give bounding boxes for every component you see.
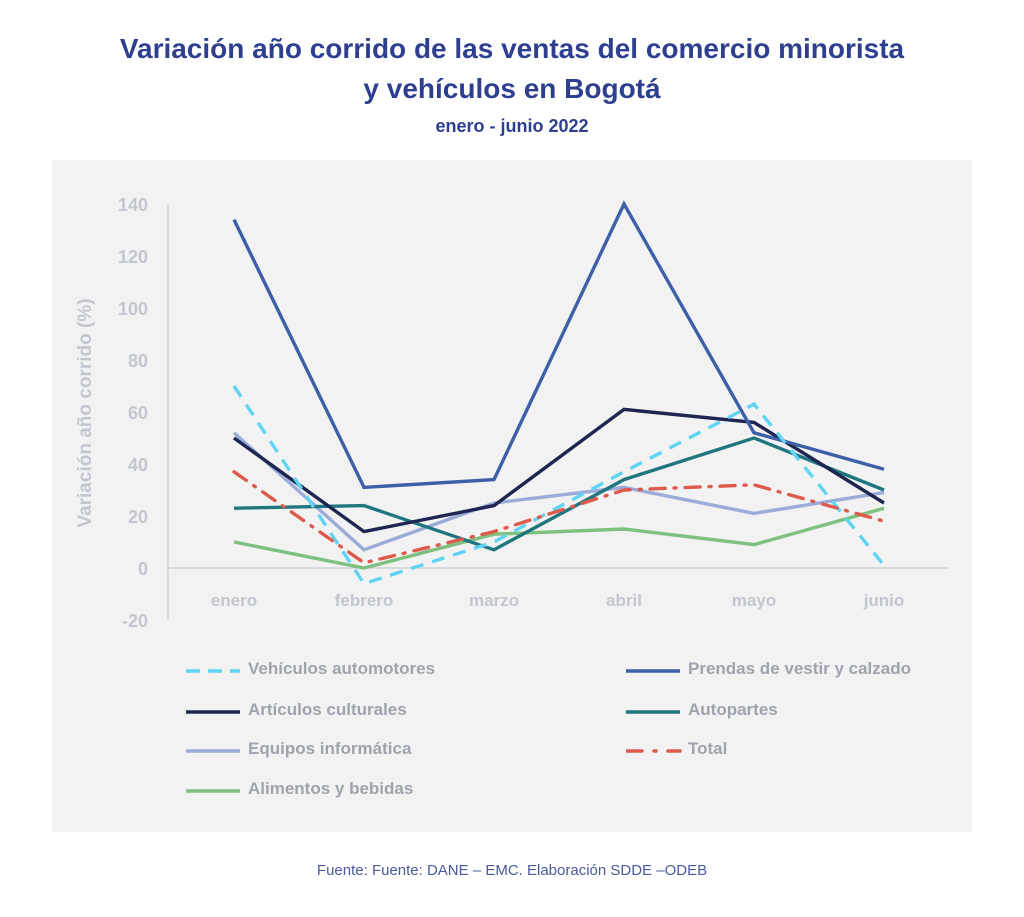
legend-swatch xyxy=(186,669,240,673)
legend-swatch xyxy=(186,710,240,714)
legend-label: Total xyxy=(688,739,728,758)
x-tick-labels: enero febrero marzo abril mayo junio xyxy=(211,591,904,610)
y-tick-label: 0 xyxy=(138,559,148,579)
y-axis-title: Variación año corrido (%) xyxy=(75,298,96,528)
y-tick-label: 140 xyxy=(118,195,148,215)
chart-subtitle: enero - junio 2022 xyxy=(435,116,589,136)
y-tick-label: 60 xyxy=(128,403,148,423)
series-line xyxy=(232,200,885,490)
y-tick-label: 80 xyxy=(128,351,148,371)
x-tick-label: junio xyxy=(863,591,905,610)
y-tick-label: 120 xyxy=(118,247,148,267)
x-tick-label: febrero xyxy=(335,591,394,610)
y-tick-label: 100 xyxy=(118,299,148,319)
y-tick-label: 20 xyxy=(128,507,148,527)
legend-swatch xyxy=(186,789,240,793)
legend-label: Autopartes xyxy=(688,700,778,719)
series-line xyxy=(233,407,885,534)
legend-label: Artículos culturales xyxy=(248,700,407,719)
legend-swatch xyxy=(626,669,680,673)
chart-panel xyxy=(52,160,972,832)
chart-title-line2: y vehículos en Bogotá xyxy=(363,73,661,104)
chart-title-line1: Variación año corrido de las ventas del … xyxy=(119,33,905,64)
x-tick-label: marzo xyxy=(469,591,519,610)
x-tick-label: mayo xyxy=(732,591,776,610)
series-lines xyxy=(232,200,886,586)
y-tick-label: -20 xyxy=(122,611,148,631)
series-line xyxy=(233,436,885,552)
x-tick-label: enero xyxy=(211,591,257,610)
legend-swatch xyxy=(186,749,240,753)
legend-swatch xyxy=(626,710,680,714)
source-note: Fuente: Fuente: DANE – EMC. Elaboración … xyxy=(316,862,708,879)
legend-swatch xyxy=(626,749,682,753)
legend-label: Prendas de vestir y calzado xyxy=(688,659,911,678)
legend-label: Vehículos automotores xyxy=(248,659,436,678)
series-line xyxy=(232,385,886,586)
legend-label: Equipos informática xyxy=(248,739,412,758)
y-tick-label: 40 xyxy=(128,455,148,475)
series-line xyxy=(233,506,885,570)
x-tick-label: abril xyxy=(606,591,642,610)
series-line xyxy=(232,470,886,565)
y-tick-labels: 140 120 100 80 60 40 20 0 -20 xyxy=(118,195,148,631)
series-line xyxy=(232,431,885,552)
chart-axes xyxy=(167,204,948,620)
legend-label: Alimentos y bebidas xyxy=(248,779,414,798)
